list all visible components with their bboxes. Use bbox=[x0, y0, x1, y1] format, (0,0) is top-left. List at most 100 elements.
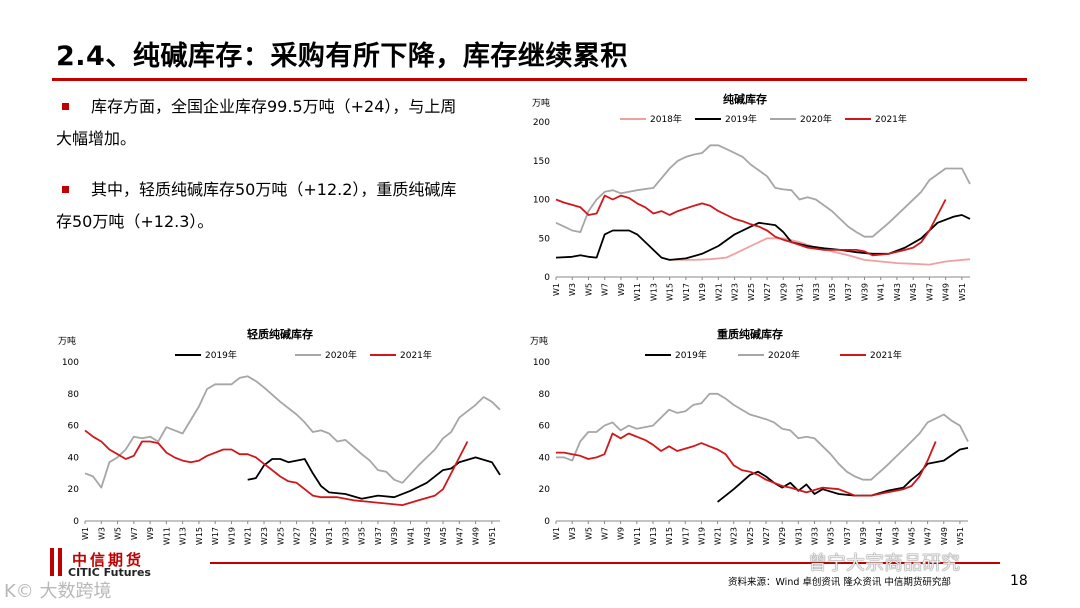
x-tick-label: W21 bbox=[244, 527, 253, 545]
chart-title: 纯碱库存 bbox=[723, 92, 767, 106]
series-line-s2019 bbox=[555, 214, 971, 261]
x-tick-label: W33 bbox=[812, 283, 821, 301]
y-tick-label: 100 bbox=[533, 358, 550, 368]
x-tick-label: W1 bbox=[552, 283, 561, 296]
footer-divider bbox=[210, 562, 1000, 564]
x-tick-label: W33 bbox=[341, 527, 350, 545]
y-axis-unit: 万吨 bbox=[58, 335, 76, 347]
title-divider bbox=[52, 78, 1027, 81]
page-number: 18 bbox=[1010, 573, 1028, 589]
x-tick-label: W37 bbox=[374, 527, 383, 545]
legend-label: 2020年 bbox=[800, 113, 832, 125]
x-tick-label: W49 bbox=[472, 527, 481, 545]
x-tick-label: W15 bbox=[665, 527, 674, 545]
x-tick-label: W45 bbox=[909, 283, 918, 301]
x-tick-label: W13 bbox=[649, 527, 658, 545]
x-tick-label: W23 bbox=[731, 283, 740, 301]
y-tick-label: 0 bbox=[544, 517, 550, 527]
x-tick-label: W35 bbox=[358, 527, 367, 545]
x-tick-label: W5 bbox=[584, 283, 593, 296]
y-tick-label: 150 bbox=[533, 157, 550, 167]
logo-english-name: CITIC Futures bbox=[68, 566, 151, 579]
x-tick-label: W11 bbox=[162, 527, 171, 545]
x-tick-label: W21 bbox=[714, 283, 723, 301]
legend-label: 2019年 bbox=[725, 113, 757, 125]
bullet-text: 存50万吨（+12.3）。 bbox=[56, 212, 214, 231]
y-tick-label: 60 bbox=[539, 422, 551, 432]
y-tick-label: 0 bbox=[73, 517, 79, 527]
x-tick-label: W31 bbox=[325, 527, 334, 545]
y-tick-label: 40 bbox=[68, 453, 80, 463]
x-tick-label: W47 bbox=[924, 527, 933, 545]
x-tick-label: W19 bbox=[698, 283, 707, 301]
watermark-right: 曾宁大宗商品研究 bbox=[808, 552, 961, 574]
x-tick-label: W39 bbox=[390, 527, 399, 545]
y-tick-label: 20 bbox=[68, 485, 80, 495]
x-tick-label: W3 bbox=[568, 527, 577, 540]
y-tick-label: 20 bbox=[539, 485, 551, 495]
x-tick-label: W45 bbox=[439, 527, 448, 545]
legend-label: 2020年 bbox=[768, 349, 800, 361]
x-tick-label: W47 bbox=[925, 283, 934, 301]
x-tick-label: W9 bbox=[617, 283, 626, 296]
legend-label: 2019年 bbox=[205, 349, 237, 361]
x-tick-label: W49 bbox=[940, 527, 949, 545]
x-tick-label: W7 bbox=[601, 283, 610, 296]
series-line-s2019 bbox=[247, 456, 501, 500]
x-tick-label: W11 bbox=[633, 527, 642, 545]
x-tick-label: W23 bbox=[260, 527, 269, 545]
x-tick-label: W27 bbox=[762, 527, 771, 545]
x-tick-label: W27 bbox=[293, 527, 302, 545]
y-tick-label: 200 bbox=[533, 118, 550, 128]
bullet-text: 大幅增加。 bbox=[56, 129, 137, 148]
y-tick-label: 80 bbox=[539, 390, 551, 400]
citic-logo-icon bbox=[50, 548, 62, 576]
y-axis-unit: 万吨 bbox=[530, 335, 548, 347]
x-tick-label: W23 bbox=[730, 527, 739, 545]
x-tick-label: W37 bbox=[844, 283, 853, 301]
x-tick-label: W1 bbox=[81, 527, 90, 540]
x-tick-label: W9 bbox=[146, 527, 155, 540]
x-tick-label: W41 bbox=[877, 283, 886, 301]
series-line-s2018 bbox=[669, 237, 971, 266]
x-tick-label: W45 bbox=[907, 527, 916, 545]
x-tick-label: W43 bbox=[891, 527, 900, 545]
x-tick-label: W7 bbox=[600, 527, 609, 540]
x-tick-label: W3 bbox=[568, 283, 577, 296]
y-tick-label: 60 bbox=[68, 422, 80, 432]
x-tick-label: W19 bbox=[697, 527, 706, 545]
x-tick-label: W51 bbox=[488, 527, 497, 545]
x-tick-label: W25 bbox=[747, 283, 756, 301]
x-tick-label: W47 bbox=[455, 527, 464, 545]
x-tick-label: W31 bbox=[796, 283, 805, 301]
series-line-s2021 bbox=[555, 194, 947, 257]
x-tick-label: W49 bbox=[942, 283, 951, 301]
x-tick-label: W37 bbox=[843, 527, 852, 545]
bullet-text: 库存方面，全国企业库存99.5万吨（+24），与上周 bbox=[91, 97, 457, 116]
page-title: 2.4、纯碱库存：采购有所下降，库存继续累积 bbox=[56, 41, 628, 72]
legend-label: 2020年 bbox=[325, 349, 357, 361]
logo-chinese-name: 中信期货 bbox=[72, 551, 145, 569]
bullet-inventory: 库存方面，全国企业库存99.5万吨（+24），与上周 大幅增加。 bbox=[56, 91, 516, 155]
x-tick-label: W29 bbox=[779, 283, 788, 301]
y-tick-label: 100 bbox=[62, 358, 79, 368]
y-tick-label: 80 bbox=[68, 390, 80, 400]
x-tick-label: W27 bbox=[763, 283, 772, 301]
x-tick-label: W13 bbox=[649, 283, 658, 301]
x-tick-label: W15 bbox=[195, 527, 204, 545]
x-tick-label: W25 bbox=[746, 527, 755, 545]
series-line-s2021 bbox=[84, 429, 469, 506]
x-tick-label: W51 bbox=[956, 527, 965, 545]
bullet-square-icon bbox=[62, 102, 69, 110]
series-line-s2020 bbox=[556, 392, 969, 481]
x-tick-label: W1 bbox=[552, 527, 561, 540]
y-tick-label: 40 bbox=[539, 453, 551, 463]
series-line-s2020 bbox=[555, 144, 971, 238]
y-tick-label: 0 bbox=[544, 273, 550, 283]
bullet-breakdown: 其中，轻质纯碱库存50万吨（+12.2），重质纯碱库 存50万吨（+12.3）。 bbox=[56, 174, 516, 238]
x-tick-label: W5 bbox=[114, 527, 123, 540]
legend-label: 2019年 bbox=[675, 349, 707, 361]
bullet-square-icon bbox=[62, 185, 69, 193]
